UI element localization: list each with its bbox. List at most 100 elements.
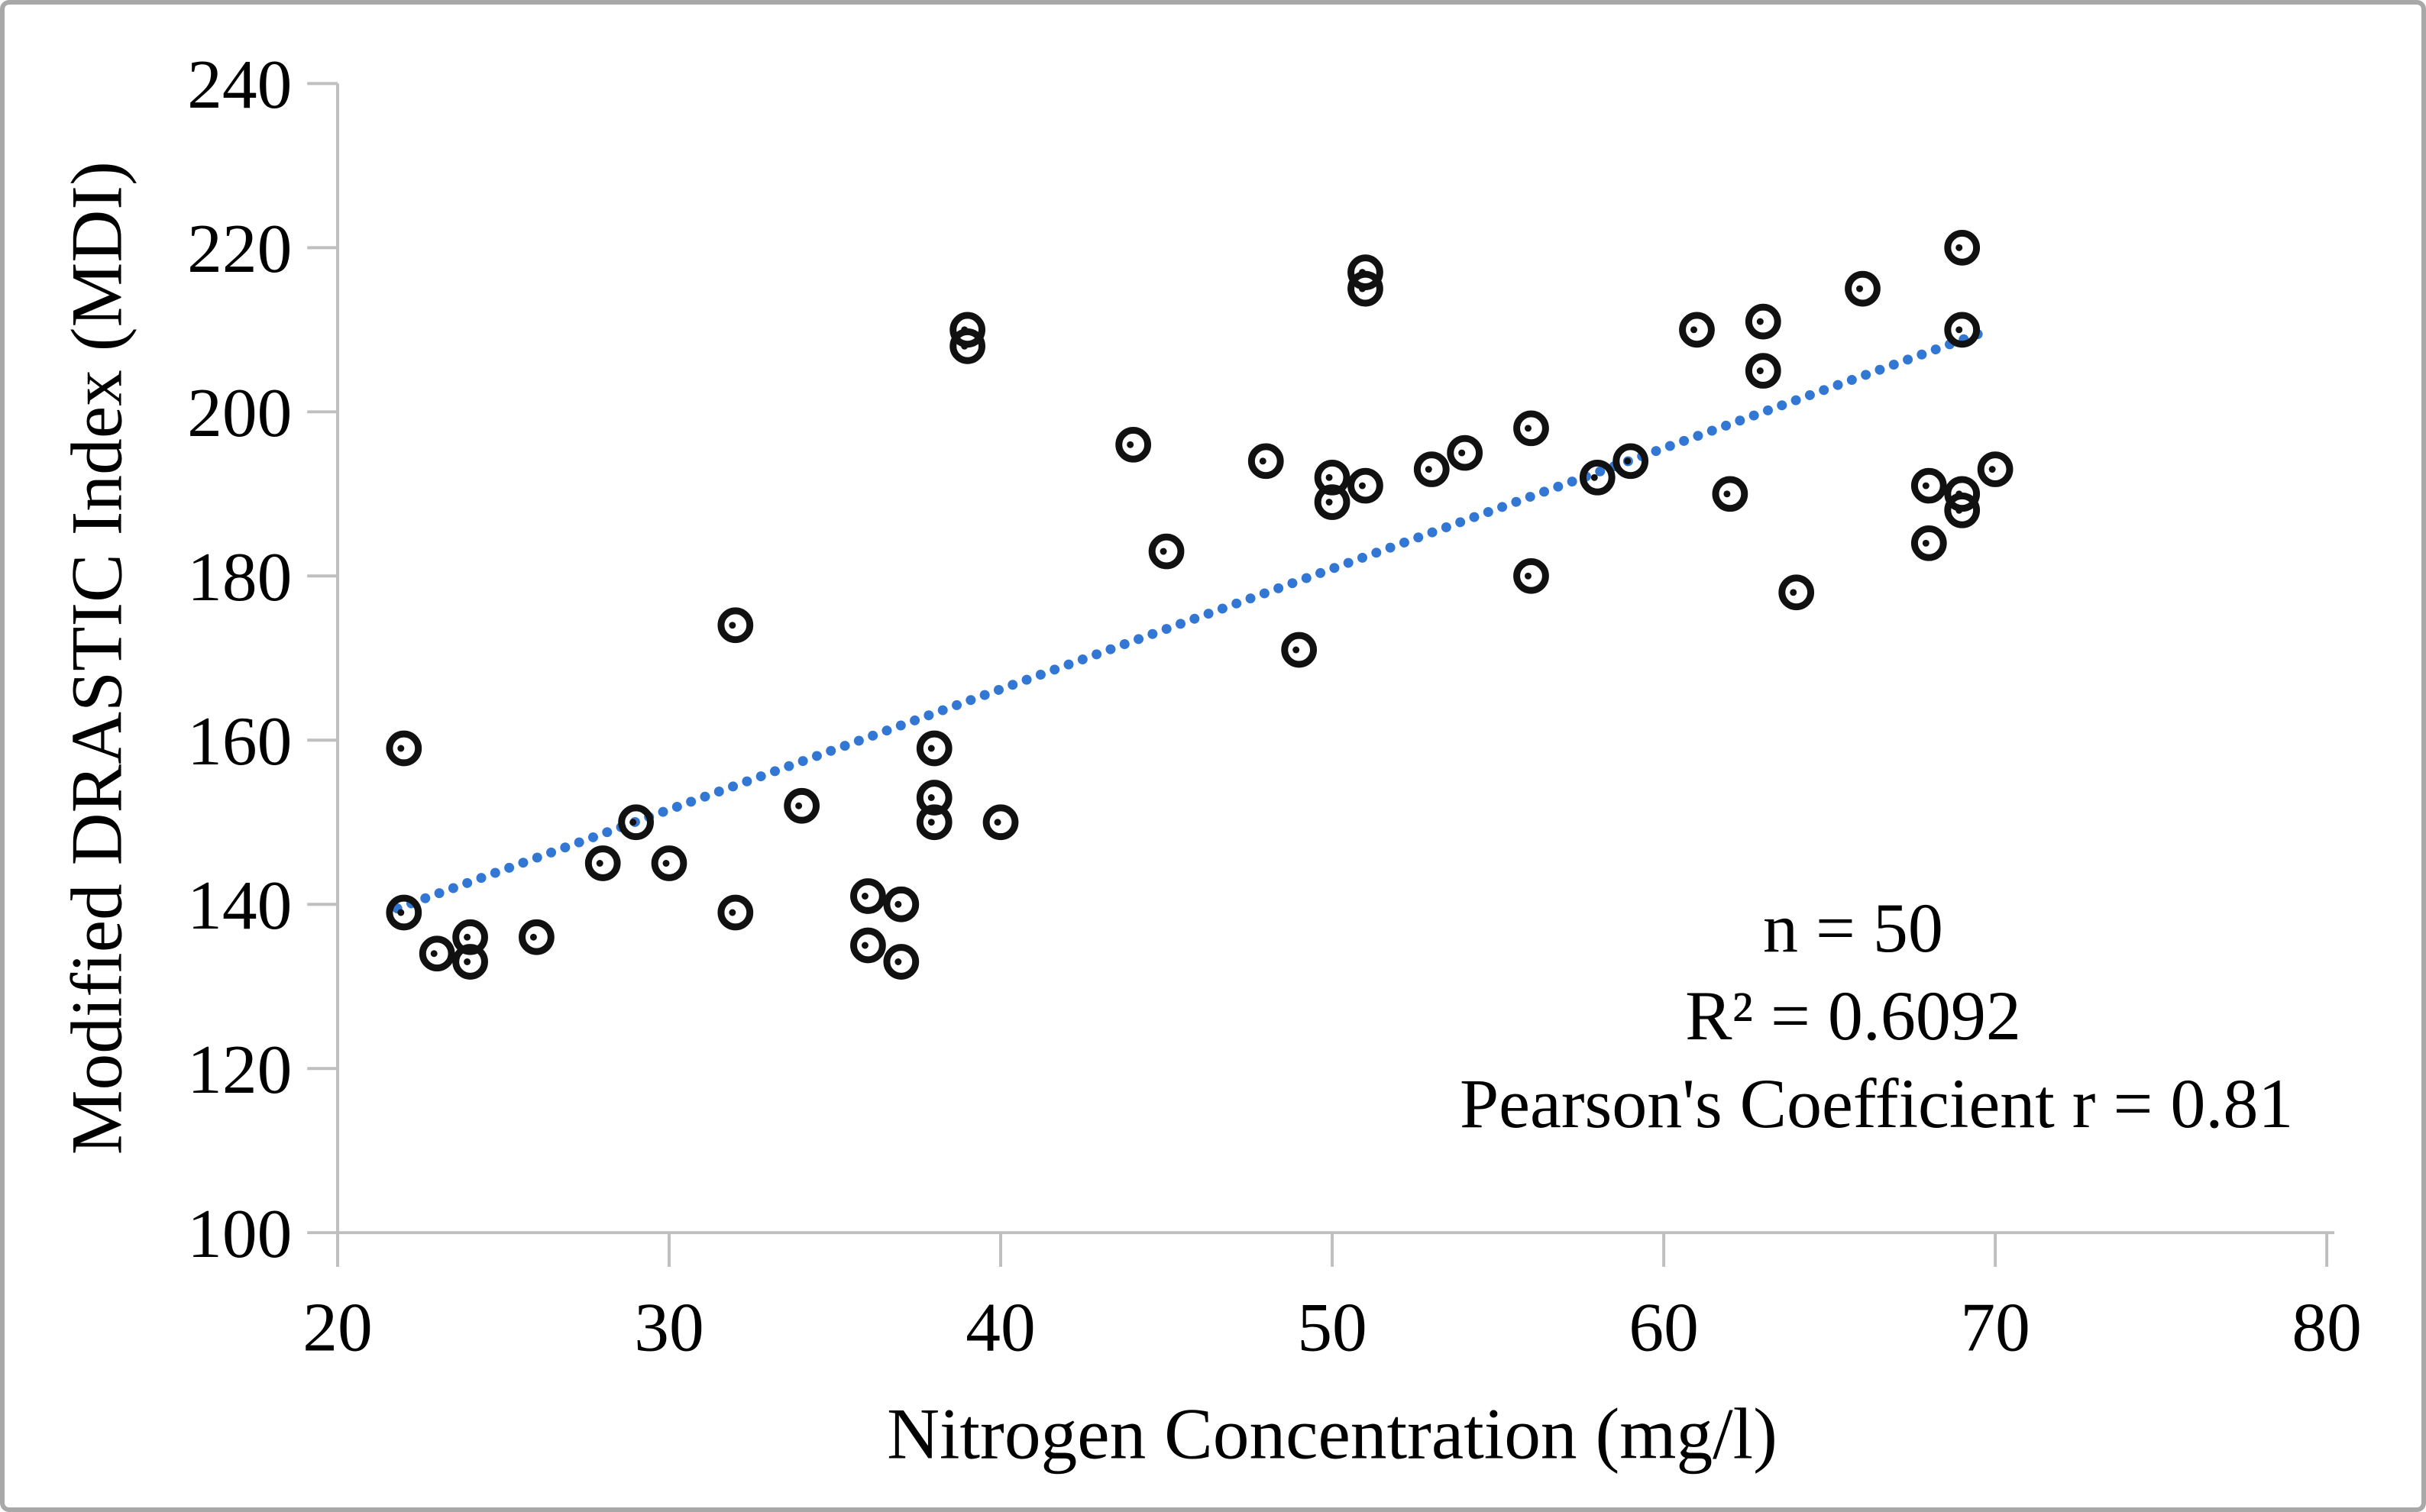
data-point-marker bbox=[784, 787, 820, 824]
data-point-marker bbox=[850, 927, 886, 964]
marker-center-dot bbox=[1127, 441, 1134, 448]
marker-center-dot bbox=[1325, 499, 1333, 506]
y-tick-label: 200 bbox=[187, 374, 292, 451]
data-point-marker bbox=[1977, 451, 2014, 487]
y-axis-title: Modified DRASTIC Index (MDI) bbox=[57, 161, 137, 1155]
data-point-marker bbox=[916, 804, 953, 841]
marker-center-dot bbox=[1458, 449, 1466, 457]
marker-ring bbox=[916, 780, 953, 816]
marker-center-dot bbox=[629, 819, 637, 826]
marker-ring bbox=[651, 845, 687, 881]
marker-ring bbox=[1944, 476, 1981, 512]
x-tick-label: 80 bbox=[2292, 1288, 2361, 1365]
scatter-chart: 100 120 140 160 180 200 220 240 20 30 40 50 60 70 80 N… bbox=[57, 46, 2362, 1474]
data-point-marker bbox=[916, 730, 953, 767]
data-point-marker bbox=[1944, 229, 1981, 266]
y-tick-label: 160 bbox=[187, 703, 292, 780]
data-point-marker bbox=[1910, 525, 1947, 561]
marker-center-dot bbox=[464, 933, 471, 941]
data-point-marker bbox=[982, 804, 1019, 841]
y-tick-label: 240 bbox=[187, 46, 292, 123]
marker-ring bbox=[1148, 533, 1185, 570]
marker-center-dot bbox=[1292, 646, 1300, 654]
marker-ring bbox=[1115, 426, 1152, 463]
marker-center-dot bbox=[430, 950, 438, 958]
marker-ring bbox=[916, 804, 953, 841]
marker-ring bbox=[452, 944, 488, 980]
marker-center-dot bbox=[1790, 589, 1797, 596]
marker-ring bbox=[1314, 484, 1350, 520]
marker-ring bbox=[717, 607, 754, 644]
marker-center-dot bbox=[1425, 466, 1432, 473]
data-point-marker bbox=[717, 894, 754, 931]
marker-center-dot bbox=[1590, 473, 1598, 481]
marker-ring bbox=[982, 804, 1019, 841]
marker-center-dot bbox=[729, 622, 736, 629]
marker-center-dot bbox=[1259, 457, 1266, 465]
marker-ring bbox=[949, 312, 985, 348]
marker-ring bbox=[1944, 312, 1981, 348]
marker-center-dot bbox=[1756, 318, 1764, 325]
marker-ring bbox=[916, 730, 953, 767]
marker-center-dot bbox=[1988, 466, 1996, 473]
data-point-marker bbox=[1745, 303, 1781, 340]
data-point-marker bbox=[1413, 451, 1450, 487]
marker-center-dot bbox=[1955, 244, 1963, 251]
marker-ring bbox=[850, 927, 886, 964]
marker-ring bbox=[1712, 476, 1748, 512]
data-point-marker bbox=[1115, 426, 1152, 463]
marker-ring bbox=[1910, 467, 1947, 504]
data-point-marker bbox=[717, 607, 754, 644]
marker-center-dot bbox=[1359, 482, 1366, 489]
data-point-marker bbox=[618, 804, 654, 841]
data-point-marker bbox=[1845, 270, 1881, 307]
x-tick-label: 20 bbox=[302, 1288, 372, 1365]
data-point-marker bbox=[1447, 435, 1483, 471]
x-tick-label: 40 bbox=[966, 1288, 1035, 1365]
marker-ring bbox=[1845, 270, 1881, 307]
data-point-marker bbox=[584, 845, 621, 881]
data-point-marker bbox=[1347, 467, 1383, 504]
marker-center-dot bbox=[1756, 367, 1764, 375]
marker-ring bbox=[419, 935, 455, 972]
marker-center-dot bbox=[1690, 326, 1697, 334]
x-tick-label: 30 bbox=[634, 1288, 704, 1365]
marker-center-dot bbox=[894, 900, 902, 908]
marker-ring bbox=[1247, 443, 1284, 480]
data-point-marker bbox=[1347, 270, 1383, 307]
x-axis-title: Nitrogen Concentration (mg/l) bbox=[887, 1393, 1777, 1474]
trendline-layer bbox=[392, 326, 1991, 914]
marker-ring bbox=[519, 919, 555, 955]
stats-pearson: Pearson's Coefficient r = 0.81 bbox=[1460, 1065, 2294, 1142]
marker-ring bbox=[850, 878, 886, 914]
marker-ring bbox=[717, 894, 754, 931]
marker-center-dot bbox=[1160, 548, 1167, 555]
data-points-layer bbox=[386, 229, 2014, 980]
data-point-marker bbox=[883, 886, 920, 922]
stats-annotation: n = 50 R² = 0.6092 Pearson's Coefficient… bbox=[1460, 884, 2294, 1148]
x-tick-label: 60 bbox=[1629, 1288, 1698, 1365]
marker-center-dot bbox=[1525, 572, 1532, 580]
data-point-marker bbox=[1679, 312, 1715, 348]
data-point-marker bbox=[916, 780, 953, 816]
marker-center-dot bbox=[662, 860, 670, 867]
marker-center-dot bbox=[927, 745, 935, 752]
marker-center-dot bbox=[961, 342, 969, 350]
data-point-marker bbox=[949, 328, 985, 364]
data-point-marker bbox=[1778, 574, 1815, 611]
data-point-marker bbox=[1314, 459, 1350, 496]
data-point-marker bbox=[1579, 459, 1616, 496]
marker-center-dot bbox=[1359, 285, 1366, 292]
marker-center-dot bbox=[927, 819, 935, 826]
data-point-marker bbox=[883, 944, 920, 980]
marker-ring bbox=[1314, 459, 1350, 496]
data-point-marker bbox=[519, 919, 555, 955]
marker-center-dot bbox=[1922, 482, 1929, 489]
marker-ring bbox=[1745, 303, 1781, 340]
data-point-marker bbox=[1513, 557, 1549, 594]
data-point-marker bbox=[1148, 533, 1185, 570]
y-tick-label: 140 bbox=[187, 867, 292, 944]
marker-center-dot bbox=[861, 893, 869, 900]
marker-ring bbox=[386, 730, 422, 767]
